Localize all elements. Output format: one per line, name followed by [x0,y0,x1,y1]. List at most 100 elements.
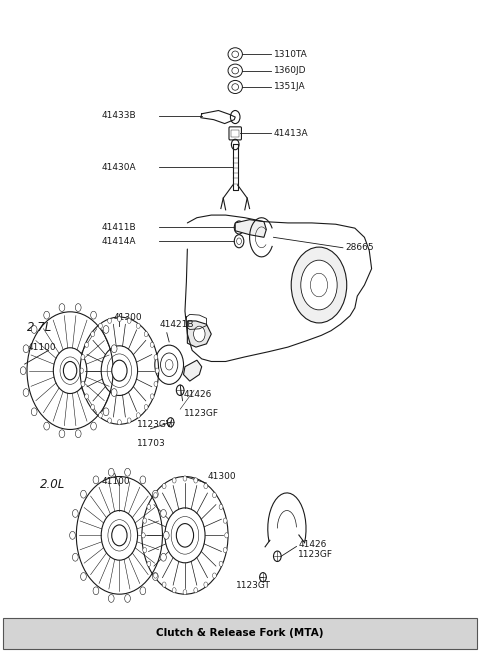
Circle shape [44,311,49,319]
Circle shape [93,476,99,484]
Circle shape [204,582,208,588]
Text: 41426: 41426 [183,390,212,400]
Circle shape [72,510,78,517]
Text: 28665: 28665 [345,243,374,252]
Circle shape [85,394,88,399]
Circle shape [112,525,127,546]
Circle shape [194,477,198,483]
Circle shape [291,247,347,323]
Circle shape [213,493,216,498]
Circle shape [142,533,145,538]
Circle shape [125,595,131,603]
Circle shape [143,518,147,523]
Circle shape [193,326,205,342]
Circle shape [81,354,85,360]
Circle shape [75,304,81,312]
Text: 41433B: 41433B [101,111,136,121]
Circle shape [93,587,99,595]
Text: 41100: 41100 [28,343,57,352]
Circle shape [81,381,85,386]
Circle shape [103,408,109,416]
Text: 41426: 41426 [299,540,327,549]
Text: 41100: 41100 [101,477,130,485]
Circle shape [144,405,148,410]
Circle shape [91,405,95,410]
Circle shape [223,548,227,553]
Circle shape [111,388,117,396]
Circle shape [153,490,158,498]
Circle shape [108,318,111,324]
Circle shape [140,587,146,595]
Circle shape [150,394,154,399]
Text: 11703: 11703 [137,439,166,447]
Bar [3,618,477,649]
Circle shape [163,531,169,539]
Bar [231,130,239,137]
Circle shape [154,354,158,360]
Text: 41430A: 41430A [101,163,136,172]
Circle shape [118,420,121,425]
Circle shape [162,483,166,489]
Polygon shape [183,360,202,381]
Polygon shape [187,321,211,347]
Text: 41413A: 41413A [274,129,308,138]
Text: 41300: 41300 [207,472,236,481]
Circle shape [150,342,154,347]
Text: 1123GT: 1123GT [236,581,271,590]
Circle shape [108,595,114,603]
Circle shape [23,345,29,352]
Circle shape [161,553,167,561]
Circle shape [118,316,121,322]
Text: Clutch & Release Fork (MTA): Clutch & Release Fork (MTA) [156,628,324,639]
Circle shape [63,362,77,380]
Circle shape [91,311,96,319]
Circle shape [194,588,198,593]
Text: 1310TA: 1310TA [274,50,307,59]
Text: 41414A: 41414A [101,236,136,246]
Circle shape [59,304,65,312]
Circle shape [143,548,147,553]
Text: 1351JA: 1351JA [274,83,305,92]
Circle shape [176,523,193,547]
Circle shape [91,422,96,430]
Circle shape [204,483,208,489]
Text: 2.0L: 2.0L [40,478,65,491]
Circle shape [98,413,102,418]
Text: 41300: 41300 [113,313,142,322]
Circle shape [112,360,127,381]
Circle shape [172,588,176,593]
Circle shape [155,345,183,384]
Text: 1123GF: 1123GF [183,409,218,418]
Circle shape [98,324,102,329]
Circle shape [172,477,176,483]
Circle shape [162,582,166,588]
Circle shape [75,430,81,438]
Circle shape [223,518,227,523]
Circle shape [213,573,216,578]
Circle shape [81,572,86,580]
Circle shape [85,342,88,347]
Text: 41421B: 41421B [159,320,194,329]
Circle shape [72,553,78,561]
Circle shape [154,493,157,498]
Circle shape [80,368,84,373]
Circle shape [161,510,167,517]
Circle shape [108,418,111,423]
Circle shape [20,367,26,375]
Circle shape [31,408,37,416]
Circle shape [147,504,151,510]
Polygon shape [235,219,266,237]
Circle shape [81,490,86,498]
Circle shape [219,561,223,567]
Circle shape [23,388,29,396]
Circle shape [154,573,157,578]
Circle shape [59,430,65,438]
Circle shape [144,331,148,337]
Circle shape [136,324,140,329]
Circle shape [301,260,337,310]
Circle shape [127,418,131,423]
Text: 1123GV: 1123GV [137,420,173,429]
Circle shape [91,331,95,337]
Circle shape [125,468,131,476]
Circle shape [156,368,159,373]
